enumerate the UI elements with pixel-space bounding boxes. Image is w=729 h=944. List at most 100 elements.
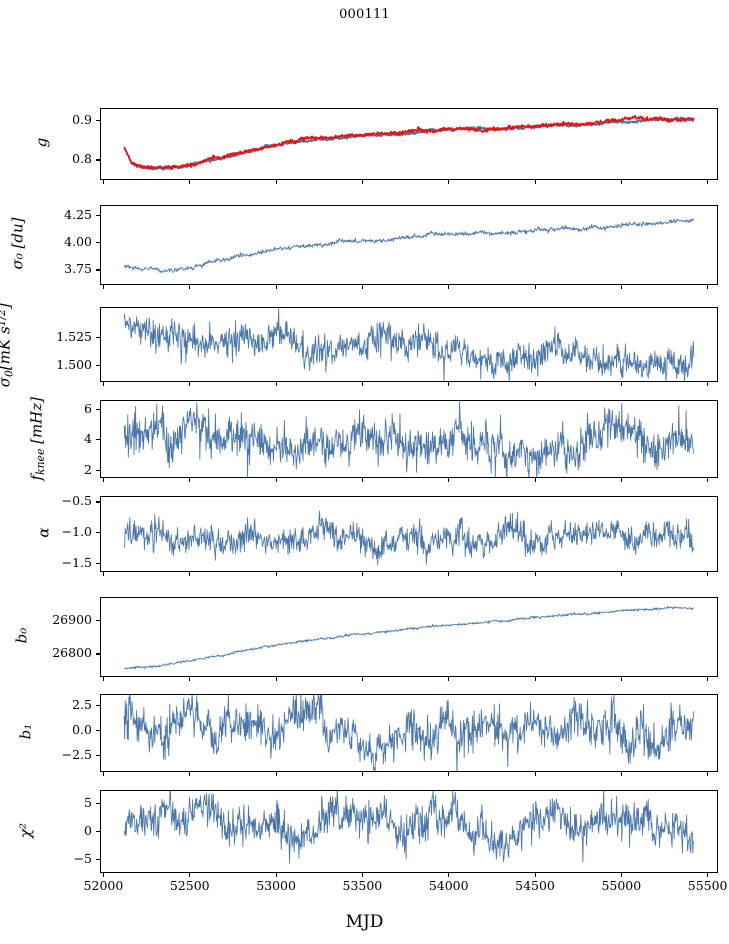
y-tick-mark [96, 408, 100, 410]
x-tick-mark [361, 285, 363, 289]
y-tick-mark [96, 653, 100, 655]
x-tick-mark [534, 677, 536, 681]
x-tick-mark [361, 382, 363, 386]
x-tick-mark [707, 772, 709, 776]
x-tick-mark [620, 572, 622, 576]
y-tick-label: 2 [84, 461, 92, 477]
y-tick-mark [96, 469, 100, 471]
x-tick-mark [189, 873, 191, 877]
x-tick-mark [707, 478, 709, 482]
x-tick-mark [448, 677, 450, 681]
y-tick-mark [96, 119, 100, 121]
x-tick-label: 52500 [169, 878, 210, 893]
x-tick-label: 53500 [342, 878, 383, 893]
y-tick-mark [96, 563, 100, 565]
y-tick-label: −5 [73, 851, 92, 867]
y-tick-mark [96, 242, 100, 244]
x-tick-mark [620, 677, 622, 681]
series-line-sigma0-mK [123, 308, 695, 381]
series-line-chi2 [123, 791, 695, 864]
x-tick-mark [189, 478, 191, 482]
x-tick-mark [448, 772, 450, 776]
x-tick-mark [361, 873, 363, 877]
series-line-sigma0-du [123, 218, 694, 274]
plot-panel-sigma0-mK [100, 307, 718, 382]
x-tick-mark [534, 873, 536, 877]
x-tick-mark [102, 285, 105, 289]
x-tick-mark [448, 572, 450, 576]
x-tick-mark [189, 772, 191, 776]
x-tick-mark [707, 677, 709, 681]
x-tick-mark [275, 572, 277, 576]
plot-panel-b1 [100, 694, 718, 772]
x-tick-mark [189, 180, 191, 184]
y-tick-label: 4.00 [64, 234, 92, 250]
x-tick-label: 55000 [601, 878, 642, 893]
x-tick-mark [275, 285, 277, 289]
y-axis-label-b1: b₁ [16, 723, 35, 740]
y-tick-label: −1.0 [61, 524, 92, 540]
y-tick-label: 0.8 [72, 151, 92, 167]
x-tick-mark [707, 285, 709, 289]
plot-panel-chi2 [100, 790, 718, 873]
y-tick-label: 5 [84, 794, 92, 810]
plot-panel-sigma0-du [100, 205, 718, 285]
x-tick-mark [361, 180, 363, 184]
x-tick-mark [620, 873, 622, 877]
y-tick-label: 0 [84, 823, 92, 838]
y-tick-mark [96, 802, 100, 804]
x-tick-mark [448, 382, 450, 386]
y-axis-label-alpha: α [34, 527, 53, 538]
x-tick-mark [534, 772, 536, 776]
series-line-b1 [123, 695, 695, 771]
x-tick-mark [361, 478, 363, 482]
x-tick-mark [534, 285, 536, 289]
x-tick-mark [275, 677, 277, 681]
y-axis-label-f-knee: fknee [mHz] [27, 396, 47, 481]
x-tick-mark [275, 478, 277, 482]
x-tick-mark [361, 772, 363, 776]
x-tick-label: 54500 [515, 878, 555, 893]
x-tick-mark [275, 382, 277, 386]
plot-panel-alpha [100, 496, 718, 572]
x-tick-mark [707, 572, 709, 576]
y-tick-label: 2.5 [72, 697, 92, 713]
x-tick-mark [361, 677, 363, 681]
y-tick-label: 26800 [52, 645, 92, 661]
plot-panel-b0 [100, 597, 718, 677]
x-tick-mark [620, 478, 622, 482]
y-tick-mark [96, 269, 100, 271]
x-tick-mark [102, 382, 105, 386]
x-tick-mark [102, 478, 105, 482]
x-tick-mark [102, 873, 105, 877]
x-tick-mark [707, 873, 709, 877]
x-tick-mark [102, 180, 105, 184]
y-tick-label: 3.75 [64, 261, 92, 277]
y-tick-label: 4 [84, 431, 92, 447]
x-tick-mark [189, 572, 191, 576]
x-tick-mark [620, 772, 622, 776]
y-tick-mark [96, 439, 100, 441]
y-tick-mark [96, 159, 100, 161]
y-tick-mark [96, 337, 100, 339]
y-tick-label: −0.5 [61, 493, 92, 509]
x-tick-mark [534, 382, 536, 386]
series-line-g-measured [123, 115, 695, 171]
y-tick-label: 26900 [52, 611, 92, 627]
x-tick-mark [620, 285, 622, 289]
x-tick-mark [275, 873, 277, 877]
y-tick-label: 4.25 [64, 207, 92, 223]
x-tick-mark [534, 180, 536, 184]
y-tick-mark [96, 501, 100, 503]
x-tick-mark [448, 478, 450, 482]
y-tick-mark [96, 365, 100, 367]
x-tick-mark [275, 180, 277, 184]
y-axis-label-sigma0-mK: σ0[mK s1/2] [0, 303, 16, 387]
x-tick-label: 52000 [83, 878, 124, 893]
x-tick-label: 55500 [687, 878, 728, 893]
series-line-alpha [123, 510, 695, 566]
x-tick-mark [620, 180, 622, 184]
x-tick-mark [620, 382, 622, 386]
x-tick-mark [534, 572, 536, 576]
